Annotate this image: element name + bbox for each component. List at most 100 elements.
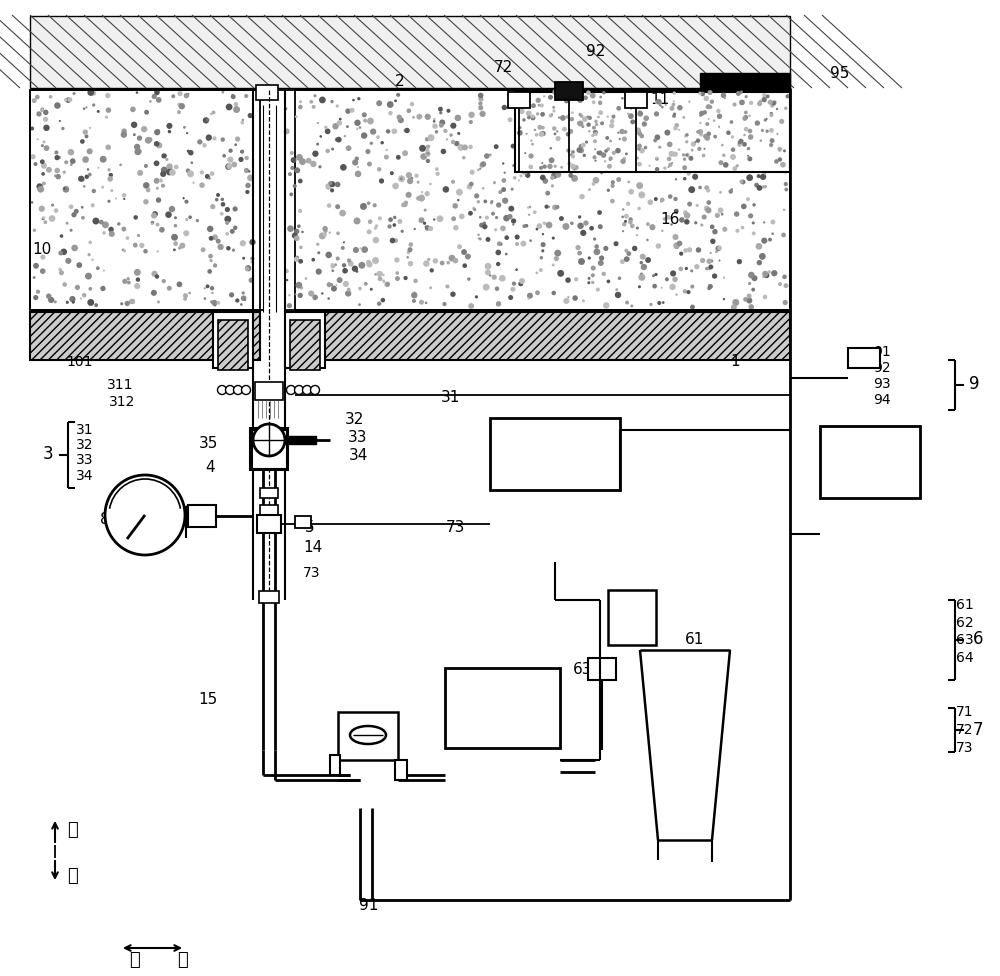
Circle shape — [312, 295, 318, 301]
Circle shape — [527, 115, 531, 119]
Circle shape — [245, 183, 251, 188]
Circle shape — [137, 170, 143, 176]
Circle shape — [191, 161, 193, 164]
Circle shape — [596, 288, 600, 292]
Circle shape — [687, 94, 693, 100]
Circle shape — [177, 102, 181, 106]
Circle shape — [502, 162, 504, 165]
Circle shape — [39, 206, 45, 212]
Circle shape — [593, 130, 598, 135]
Circle shape — [688, 101, 691, 102]
Circle shape — [567, 161, 571, 166]
Circle shape — [523, 100, 526, 102]
Circle shape — [603, 303, 609, 308]
Circle shape — [440, 109, 442, 111]
Circle shape — [122, 193, 126, 197]
Circle shape — [159, 227, 165, 232]
Circle shape — [325, 183, 332, 189]
Circle shape — [687, 202, 692, 207]
Circle shape — [43, 116, 48, 122]
Circle shape — [479, 237, 482, 240]
Circle shape — [550, 113, 553, 116]
Circle shape — [356, 270, 358, 272]
Text: 62: 62 — [956, 616, 974, 630]
Circle shape — [391, 129, 397, 134]
Circle shape — [683, 289, 687, 294]
Circle shape — [580, 114, 583, 118]
Circle shape — [423, 222, 426, 224]
Circle shape — [144, 164, 148, 168]
Circle shape — [211, 300, 217, 305]
Circle shape — [537, 125, 542, 130]
Circle shape — [66, 222, 69, 224]
Circle shape — [370, 129, 376, 135]
Circle shape — [599, 256, 604, 261]
Circle shape — [433, 118, 436, 120]
Circle shape — [631, 127, 636, 133]
Circle shape — [764, 118, 767, 122]
Circle shape — [335, 138, 339, 142]
Circle shape — [390, 238, 395, 243]
Circle shape — [493, 181, 496, 184]
Circle shape — [618, 276, 621, 280]
Circle shape — [755, 120, 760, 126]
Circle shape — [70, 163, 73, 166]
Ellipse shape — [350, 726, 386, 744]
Circle shape — [42, 218, 45, 221]
Text: 61: 61 — [685, 632, 705, 647]
Circle shape — [568, 173, 573, 178]
Circle shape — [71, 212, 77, 218]
Circle shape — [69, 204, 73, 209]
Circle shape — [206, 118, 209, 122]
Circle shape — [710, 94, 715, 100]
Circle shape — [154, 129, 160, 136]
Circle shape — [232, 249, 235, 252]
Circle shape — [326, 148, 330, 153]
Circle shape — [646, 223, 650, 226]
Circle shape — [771, 232, 774, 235]
Circle shape — [218, 386, 226, 394]
Circle shape — [368, 220, 372, 224]
Circle shape — [284, 129, 290, 135]
Circle shape — [576, 150, 581, 155]
Circle shape — [543, 222, 546, 225]
Circle shape — [571, 150, 575, 154]
Circle shape — [229, 292, 234, 298]
Circle shape — [712, 140, 718, 145]
Circle shape — [638, 117, 641, 120]
Circle shape — [551, 184, 554, 187]
Circle shape — [398, 117, 404, 123]
Circle shape — [749, 305, 754, 309]
Circle shape — [609, 123, 614, 128]
Circle shape — [284, 107, 287, 110]
Circle shape — [698, 129, 703, 135]
Circle shape — [242, 386, 250, 394]
Circle shape — [139, 243, 144, 248]
Circle shape — [541, 249, 544, 253]
Circle shape — [776, 122, 781, 127]
Circle shape — [520, 241, 526, 247]
Circle shape — [687, 247, 692, 253]
Circle shape — [747, 146, 750, 150]
Circle shape — [173, 241, 178, 246]
Circle shape — [723, 276, 725, 279]
Circle shape — [722, 226, 727, 232]
Circle shape — [486, 237, 490, 242]
Text: 9: 9 — [969, 375, 979, 393]
Circle shape — [210, 112, 213, 115]
Circle shape — [311, 258, 315, 262]
Circle shape — [707, 90, 713, 95]
Circle shape — [134, 143, 140, 150]
Circle shape — [477, 169, 479, 171]
Circle shape — [285, 269, 289, 273]
Circle shape — [730, 154, 736, 160]
Circle shape — [703, 147, 706, 150]
Circle shape — [213, 137, 217, 141]
Circle shape — [685, 137, 689, 141]
Text: 2: 2 — [395, 74, 405, 90]
Circle shape — [76, 263, 82, 268]
Circle shape — [708, 105, 712, 109]
Circle shape — [635, 112, 640, 117]
Circle shape — [63, 186, 69, 192]
Circle shape — [250, 257, 254, 261]
